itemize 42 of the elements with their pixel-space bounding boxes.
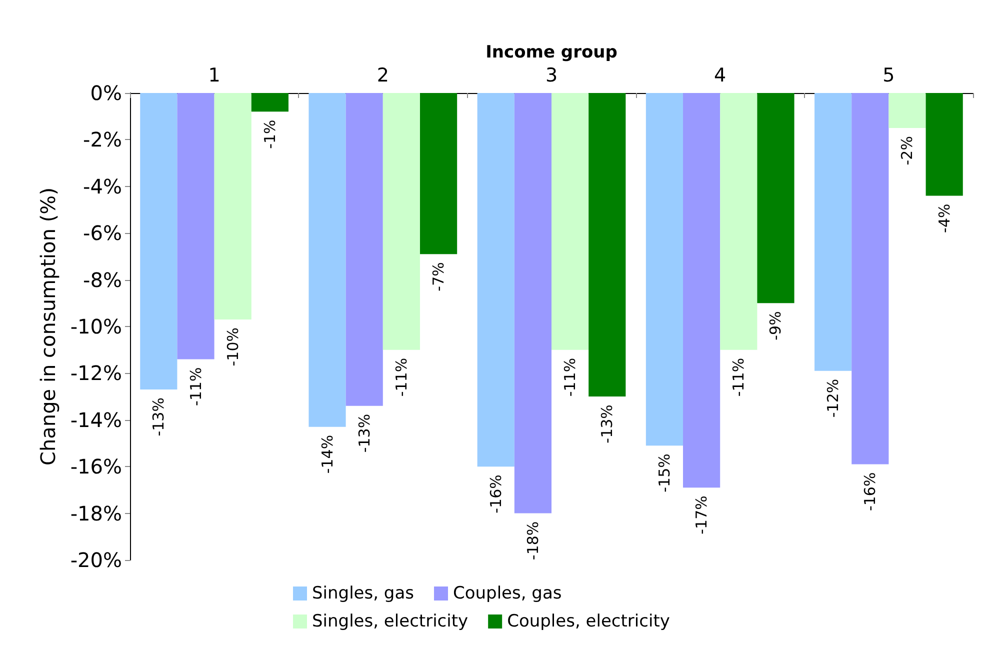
- data-label: -11%: [561, 358, 580, 397]
- x-axis-title: Income group: [486, 42, 618, 62]
- y-tick-label: -20%: [70, 548, 122, 572]
- y-tick-label: -10%: [70, 314, 122, 338]
- legend-label: Singles, gas: [312, 584, 414, 604]
- x-tick-label: 3: [545, 64, 558, 86]
- y-tick-label: -4%: [83, 174, 122, 198]
- data-label: -18%: [524, 521, 542, 560]
- data-label: -1%: [260, 120, 279, 149]
- data-label: -12%: [824, 378, 842, 418]
- x-tick-label: 4: [714, 64, 726, 86]
- data-label: -7%: [430, 262, 448, 292]
- y-tick-label: -14%: [70, 408, 122, 432]
- legend-label: Couples, electricity: [507, 612, 670, 632]
- data-label: -2%: [898, 136, 916, 166]
- data-label: -4%: [935, 204, 954, 233]
- y-tick-label: -18%: [70, 501, 122, 526]
- data-label: -9%: [766, 311, 785, 340]
- data-label: -13%: [150, 398, 168, 436]
- data-label: -14%: [318, 434, 336, 474]
- data-label: -11%: [730, 358, 748, 397]
- y-tick-label: 0%: [90, 81, 122, 105]
- data-label: -17%: [692, 496, 711, 534]
- y-tick-label: -6%: [83, 221, 122, 246]
- y-tick-label: -16%: [70, 454, 122, 479]
- data-label: -11%: [392, 358, 410, 397]
- data-label: -13%: [598, 404, 616, 444]
- y-axis-title: Change in consumption (%): [36, 188, 60, 466]
- y-tick-label: -12%: [70, 361, 122, 386]
- data-label: -16%: [861, 472, 880, 512]
- y-tick-label: -2%: [83, 128, 122, 152]
- data-label: -16%: [486, 474, 505, 514]
- data-label: -15%: [655, 454, 674, 492]
- x-tick-label: 2: [376, 64, 389, 86]
- data-label: -13%: [355, 414, 374, 453]
- y-tick-label: -8%: [83, 268, 122, 292]
- legend-label: Couples, gas: [452, 584, 562, 604]
- legend-label: Singles, electricity: [312, 612, 468, 632]
- x-tick-label: 1: [208, 64, 220, 86]
- data-label: -11%: [186, 367, 205, 406]
- x-tick-label: 5: [882, 64, 895, 86]
- data-label: -10%: [224, 327, 242, 366]
